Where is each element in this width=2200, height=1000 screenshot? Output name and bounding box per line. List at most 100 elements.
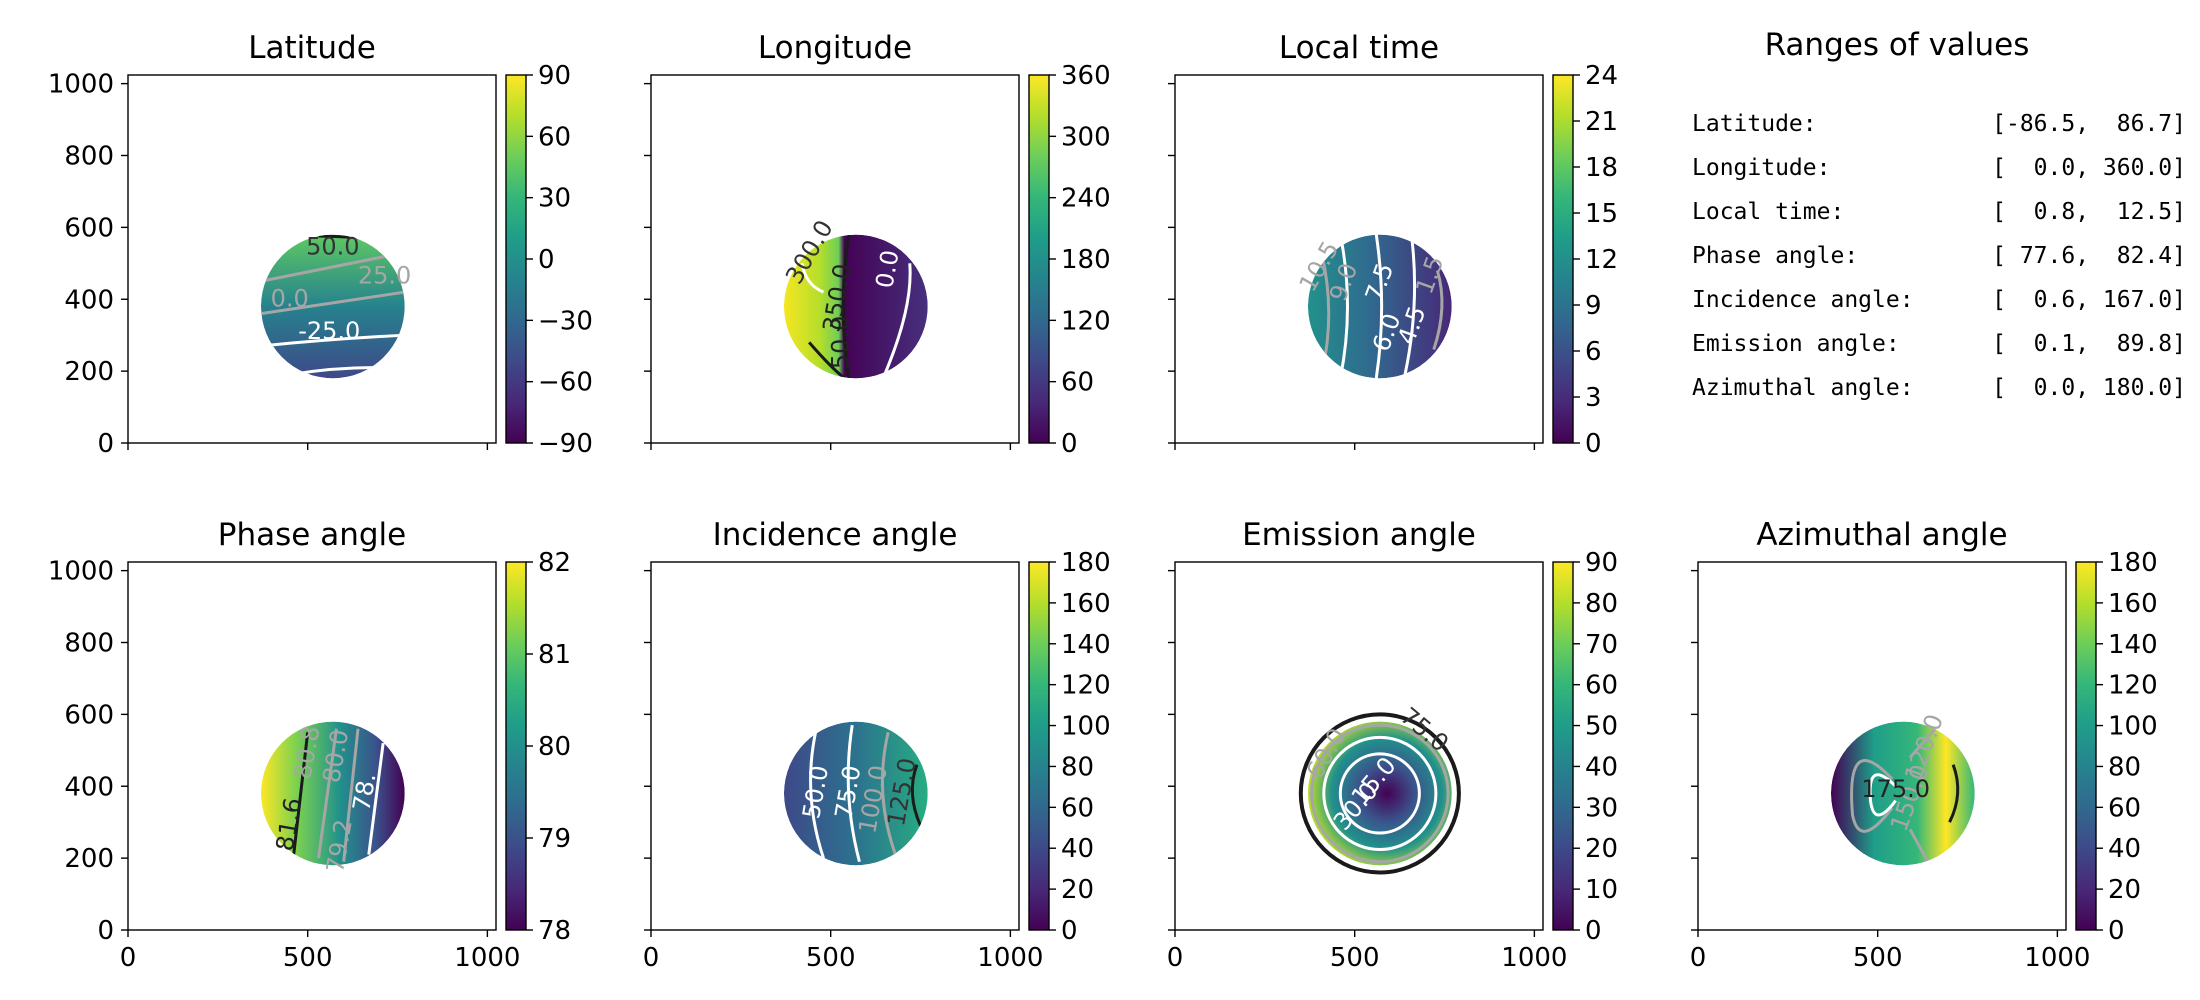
- colorbar-tick-label: 60: [1061, 368, 1094, 398]
- colorbar: [505, 74, 527, 444]
- contour-label: 0.0: [271, 284, 309, 312]
- colorbar-tick-label: 0: [538, 245, 555, 275]
- colorbar-tick-label: 60: [2108, 793, 2141, 823]
- colorbar-tick-label: 60: [538, 122, 571, 152]
- colorbar-tick-label: 140: [2108, 630, 2158, 660]
- contour-label: 50.0: [306, 233, 359, 261]
- x-tick-label: 0: [120, 943, 137, 973]
- colorbar-tick-label: 6: [1585, 337, 1602, 367]
- colorbar-tick-label: 10: [1585, 875, 1618, 905]
- range-label: Latitude:: [1692, 111, 1817, 137]
- contour-label: -25.0: [298, 317, 360, 345]
- colorbar-tick-label: 40: [1061, 834, 1094, 864]
- contour-line: [1908, 828, 1930, 863]
- contour-label: 50.0: [827, 316, 855, 369]
- contour-line: [1298, 712, 1461, 875]
- contour-line: [841, 234, 851, 379]
- contour-line: [1338, 234, 1349, 379]
- chart-title: Incidence angle: [713, 517, 958, 553]
- colorbar-tick-label: 0: [1061, 916, 1078, 946]
- x-tick-label: 500: [1853, 943, 1903, 973]
- range-value: [ 0.8, 12.5]: [1992, 199, 2186, 225]
- y-tick-label: 1000: [48, 70, 114, 100]
- range-value: [ 0.0, 180.0]: [1992, 375, 2186, 401]
- contour-label: 25.0: [358, 261, 411, 289]
- colorbar: [1552, 74, 1574, 444]
- colorbar-tick-label: 100: [1061, 712, 1111, 742]
- ranges-title: Ranges of values: [1765, 27, 2030, 63]
- chart-title: Local time: [1279, 30, 1439, 66]
- colorbar-tick-label: 40: [2108, 834, 2141, 864]
- contour-line: [1403, 241, 1417, 376]
- y-tick-label: 1000: [48, 557, 114, 587]
- contour-line: [807, 341, 846, 379]
- x-tick-label: 1000: [977, 943, 1043, 973]
- y-tick-label: 400: [64, 285, 114, 315]
- colorbar-tick-label: 360: [1061, 61, 1111, 91]
- chart-title: Azimuthal angle: [1756, 517, 2007, 553]
- colorbar: [2075, 561, 2097, 931]
- colorbar-tick-label: 180: [1061, 548, 1111, 578]
- colorbar-tick-label: −90: [538, 429, 593, 459]
- contour-line: [1868, 773, 1897, 817]
- disk-image: [783, 721, 928, 866]
- colorbar-tick-label: 50: [1585, 712, 1618, 742]
- colorbar-tick-label: 70: [1585, 630, 1618, 660]
- range-label: Phase angle:: [1692, 243, 1858, 269]
- colorbar-tick-label: 78: [538, 916, 571, 946]
- colorbar-tick-label: 60: [1061, 793, 1094, 823]
- y-tick-label: 0: [97, 916, 114, 946]
- colorbar-tick-label: 0: [1061, 429, 1078, 459]
- y-tick-label: 600: [64, 213, 114, 243]
- contour-line: [367, 742, 385, 855]
- range-label: Incidence angle:: [1692, 287, 1914, 313]
- x-tick-label: 0: [1690, 943, 1707, 973]
- range-value: [ 0.0, 360.0]: [1992, 155, 2186, 181]
- colorbar-tick-label: 81: [538, 640, 571, 670]
- y-tick-label: 200: [64, 357, 114, 387]
- contour-line: [880, 732, 897, 856]
- colorbar-tick-label: 240: [1061, 184, 1111, 214]
- range-label: Local time:: [1692, 199, 1844, 225]
- disk-image: [1307, 234, 1452, 379]
- x-tick-label: 500: [283, 943, 333, 973]
- colorbar-tick-label: 0: [1585, 429, 1602, 459]
- disk-image: [260, 721, 405, 866]
- contour-line: [1850, 759, 1894, 833]
- colorbar-tick-label: 0: [1585, 916, 1602, 946]
- colorbar-tick-label: 90: [1585, 548, 1618, 578]
- contour-line: [1374, 234, 1384, 379]
- colorbar-tick-label: 79: [538, 824, 571, 854]
- contour-line: [1338, 752, 1421, 835]
- axes-frame: [650, 74, 1020, 444]
- colorbar-tick-label: 40: [1585, 752, 1618, 782]
- range-label: Azimuthal angle:: [1692, 375, 1914, 401]
- colorbar: [505, 561, 527, 931]
- x-tick-label: 500: [806, 943, 856, 973]
- colorbar-tick-label: 30: [1585, 793, 1618, 823]
- colorbar-tick-label: 80: [2108, 752, 2141, 782]
- contour-line: [1948, 764, 1960, 823]
- contour-line: [342, 728, 360, 862]
- disk-image: [783, 234, 928, 379]
- colorbar-tick-label: 160: [1061, 589, 1111, 619]
- contour-line: [1310, 723, 1450, 864]
- disk-fill: [1307, 721, 1452, 866]
- colorbar-tick-label: 3: [1585, 383, 1602, 413]
- axes-frame: [1697, 561, 2067, 931]
- colorbar-tick-label: 30: [538, 184, 571, 214]
- colorbar-tick-label: 20: [2108, 875, 2141, 905]
- contour-line: [846, 724, 861, 863]
- range-value: [-86.5, 86.7]: [1992, 111, 2186, 137]
- colorbar: [1552, 561, 1574, 931]
- range-label: Longitude:: [1692, 155, 1830, 181]
- colorbar-tick-label: 24: [1585, 61, 1618, 91]
- range-value: [ 77.6, 82.4]: [1992, 243, 2186, 269]
- colorbar-tick-label: 120: [1061, 671, 1111, 701]
- disk-image: [260, 234, 405, 379]
- colorbar-tick-label: 80: [1585, 589, 1618, 619]
- colorbar-tick-label: 120: [1061, 306, 1111, 336]
